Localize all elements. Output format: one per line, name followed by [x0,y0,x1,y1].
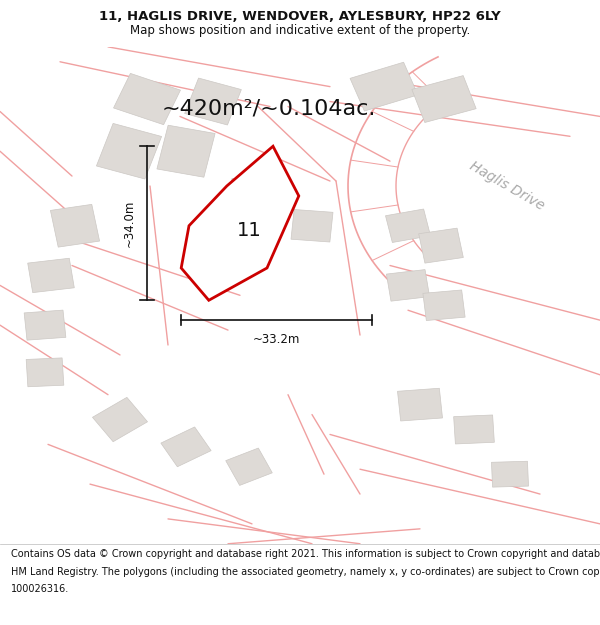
Polygon shape [398,388,442,421]
Polygon shape [181,146,299,300]
Text: HM Land Registry. The polygons (including the associated geometry, namely x, y c: HM Land Registry. The polygons (includin… [11,567,600,577]
Text: Haglis Drive: Haglis Drive [467,159,547,213]
Polygon shape [157,125,215,177]
Polygon shape [386,269,430,301]
Polygon shape [226,448,272,486]
Text: ~34.0m: ~34.0m [123,199,136,247]
Text: ~33.2m: ~33.2m [253,332,300,346]
Text: Contains OS data © Crown copyright and database right 2021. This information is : Contains OS data © Crown copyright and d… [11,549,600,559]
Text: 11, HAGLIS DRIVE, WENDOVER, AYLESBURY, HP22 6LY: 11, HAGLIS DRIVE, WENDOVER, AYLESBURY, H… [99,10,501,23]
Polygon shape [97,123,161,179]
Polygon shape [24,310,66,340]
Polygon shape [291,209,333,242]
Text: Map shows position and indicative extent of the property.: Map shows position and indicative extent… [130,24,470,36]
Polygon shape [224,179,280,228]
Polygon shape [161,427,211,467]
Polygon shape [412,76,476,122]
Text: ~420m²/~0.104ac.: ~420m²/~0.104ac. [162,99,376,119]
Polygon shape [28,258,74,292]
Polygon shape [350,62,418,111]
Polygon shape [185,78,241,125]
Polygon shape [113,73,181,125]
Polygon shape [423,290,465,321]
Polygon shape [454,415,494,444]
Polygon shape [385,209,431,242]
Polygon shape [491,461,529,487]
Polygon shape [26,358,64,387]
Text: 11: 11 [236,221,262,240]
Polygon shape [92,398,148,442]
Polygon shape [50,204,100,247]
Text: 100026316.: 100026316. [11,584,69,594]
Polygon shape [419,228,463,263]
